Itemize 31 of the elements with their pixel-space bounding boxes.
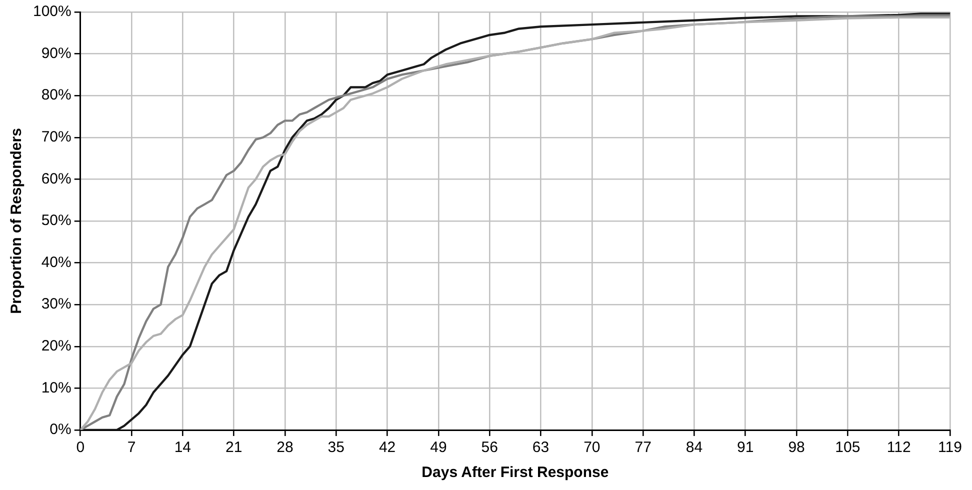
x-tick-label: 35: [328, 439, 344, 456]
y-tick-label: 100%: [32, 3, 72, 20]
y-tick-label: 50%: [41, 212, 72, 230]
y-tick-label: 80%: [41, 86, 72, 104]
x-tick-label: 84: [686, 439, 703, 456]
x-tick-label: 77: [634, 439, 652, 456]
x-tick-label: 112: [886, 439, 911, 456]
x-tick-label: 14: [174, 439, 192, 456]
x-axis-title: Days After First Response: [422, 464, 609, 482]
y-tick-label: 10%: [41, 379, 72, 396]
x-tick-label: 91: [737, 439, 754, 456]
y-tick-label: 0%: [50, 421, 72, 438]
x-tick-label: 70: [584, 439, 600, 456]
x-tick-label: 42: [378, 439, 396, 456]
x-tick-label: 49: [430, 439, 447, 456]
y-tick-label: 60%: [41, 170, 72, 188]
x-tick-label: 63: [532, 439, 550, 456]
y-tick-label: 70%: [41, 128, 72, 146]
x-tick-label: 7: [127, 439, 136, 456]
y-axis-title: Proportion of Responders: [8, 128, 26, 314]
y-tick-label: 40%: [41, 254, 72, 271]
x-tick-label: 98: [788, 439, 805, 456]
y-tick-label: 20%: [41, 338, 72, 355]
x-tick-label: 56: [481, 439, 498, 456]
x-tick-label: 21: [225, 439, 242, 456]
y-tick-label: 30%: [41, 296, 72, 313]
x-tick-label: 119: [938, 439, 962, 456]
y-tick-label: 90%: [41, 44, 72, 62]
x-tick-label: 28: [276, 439, 294, 456]
x-tick-label: 0: [76, 439, 85, 456]
x-tick-label: 105: [835, 439, 860, 456]
